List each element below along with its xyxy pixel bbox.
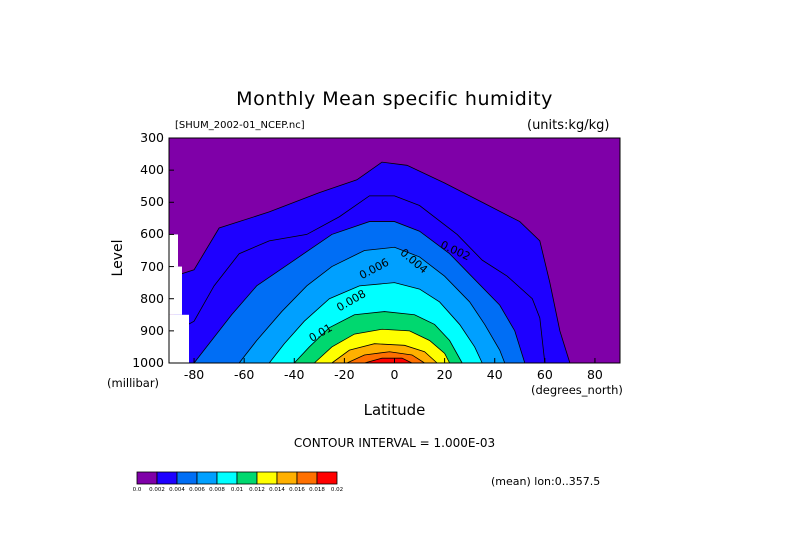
y-tick-label: 700 <box>140 258 164 274</box>
units-label: (units:kg/kg) <box>527 118 610 133</box>
colorbar-label: 0.014 <box>269 487 285 493</box>
colorbar-label: 0.002 <box>149 487 165 493</box>
mean-label: (mean) lon:0..357.5 <box>491 475 601 488</box>
colorbar-swatch-1 <box>156 471 178 485</box>
contour-interval: CONTOUR INTERVAL = 1.000E-03 <box>293 436 496 450</box>
x-tick-label: -80 <box>183 367 205 382</box>
colorbar-label: 0.012 <box>249 487 265 493</box>
contour-line-0.018 <box>364 357 413 364</box>
colorbar-swatch-8 <box>296 471 318 485</box>
colorbar-swatch-3 <box>196 471 218 485</box>
file-label: [SHUM_2002-01_NCEP.nc] <box>175 120 305 131</box>
y-axis-unit: (millibar) <box>107 376 160 390</box>
colorbar-label: 0.0 <box>132 487 142 493</box>
x-tick-label: -20 <box>334 367 355 382</box>
mask-left-upper <box>169 234 178 267</box>
x-tick-label: 40 <box>486 367 503 382</box>
contour-line-0.01 <box>293 311 463 364</box>
colorbar-label: 0.004 <box>169 487 185 493</box>
chart-title: Monthly Mean specific humidity <box>236 88 553 110</box>
contour-line-0.008 <box>268 282 483 364</box>
contour-line-0.014 <box>331 343 438 364</box>
colorbar-swatch-6 <box>256 471 278 485</box>
colorbar-swatch-5 <box>236 471 258 485</box>
y-tick-label: 800 <box>140 290 164 306</box>
mask-left-lower <box>169 314 189 363</box>
y-tick-label: 400 <box>140 162 164 178</box>
x-axis-unit: (degrees_north) <box>531 383 623 397</box>
colorbar-label: 0.016 <box>289 487 305 493</box>
contour-line-0.002 <box>176 195 546 364</box>
mask-left-middle <box>169 266 182 315</box>
contour-line-0.012 <box>314 328 450 364</box>
colorbar-label: 0.006 <box>189 487 205 493</box>
colorbar-swatch-9 <box>316 471 338 485</box>
colorbar-swatch-0 <box>136 471 158 485</box>
colorbar-label: 0.01 <box>230 487 244 493</box>
colorbar-swatch-2 <box>176 471 198 485</box>
y-tick-label: 900 <box>140 322 164 338</box>
y-tick-label: 300 <box>140 130 164 145</box>
x-tick-label: 80 <box>586 367 603 382</box>
y-tick-label: 1000 <box>132 355 164 370</box>
colorbar-swatch-4 <box>216 471 238 485</box>
contour-fill-0.018 <box>364 358 413 363</box>
y-tick-label: 500 <box>140 194 164 210</box>
x-tick-label: -60 <box>233 367 255 382</box>
x-tick-label: 20 <box>436 367 453 382</box>
colorbar-label: 0.02 <box>330 487 344 493</box>
y-tick-label: 600 <box>140 226 164 242</box>
colorbar-swatch-7 <box>276 471 298 485</box>
x-tick-label: 0 <box>390 367 399 382</box>
x-tick-label: 60 <box>536 367 553 382</box>
x-axis-label: Latitude <box>363 401 426 419</box>
contour-line-0.016 <box>346 351 425 364</box>
contour-line-0.004 <box>193 221 526 364</box>
contour-line-0.006 <box>238 246 506 364</box>
colorbar-label: 0.008 <box>209 487 225 493</box>
contour-line-0.001 <box>173 161 571 364</box>
colorbar-label: 0.018 <box>309 487 325 493</box>
x-tick-label: -40 <box>284 367 305 382</box>
